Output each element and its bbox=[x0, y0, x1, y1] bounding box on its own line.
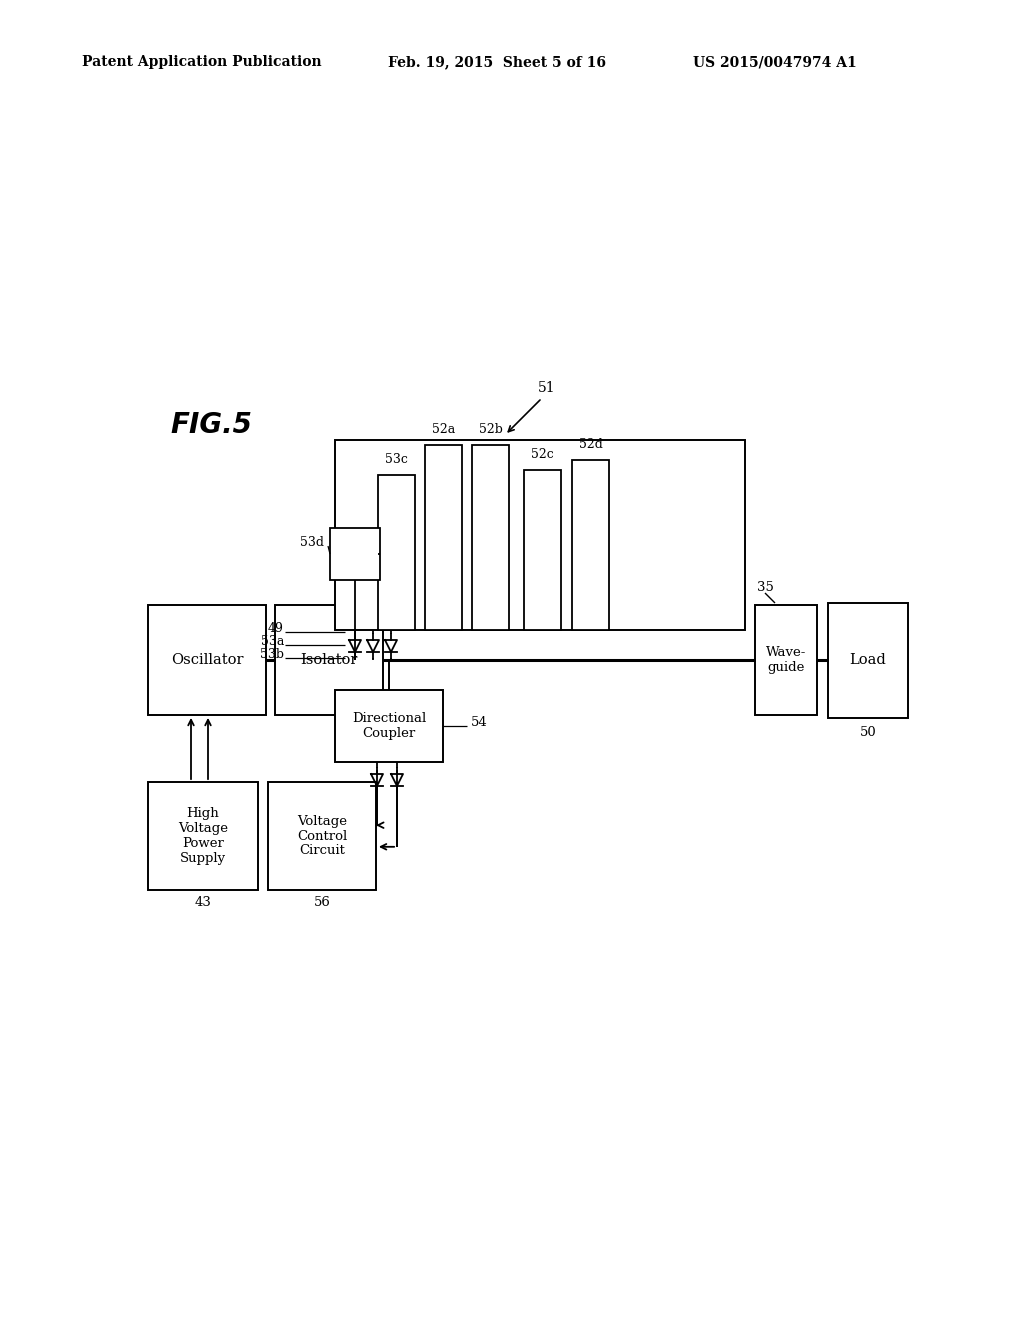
Bar bbox=[335, 690, 443, 762]
Bar bbox=[148, 781, 258, 890]
Text: Wave-
guide: Wave- guide bbox=[766, 645, 806, 675]
Text: US 2015/0047974 A1: US 2015/0047974 A1 bbox=[693, 55, 857, 69]
Text: 52b: 52b bbox=[478, 422, 503, 436]
Text: 51: 51 bbox=[539, 381, 556, 395]
Text: 49: 49 bbox=[268, 622, 284, 635]
Bar bbox=[378, 475, 415, 630]
Text: 56: 56 bbox=[313, 896, 331, 909]
Text: Voltage
Control
Circuit: Voltage Control Circuit bbox=[297, 814, 347, 858]
Bar bbox=[828, 602, 908, 718]
Text: Load: Load bbox=[850, 653, 887, 667]
Bar bbox=[275, 605, 383, 715]
Text: 52d: 52d bbox=[579, 438, 602, 451]
Text: 52c: 52c bbox=[531, 447, 554, 461]
Text: Patent Application Publication: Patent Application Publication bbox=[82, 55, 322, 69]
Text: Oscillator: Oscillator bbox=[171, 653, 244, 667]
Bar bbox=[330, 528, 380, 579]
Text: 53c: 53c bbox=[385, 453, 408, 466]
Text: 52a: 52a bbox=[432, 422, 455, 436]
Bar bbox=[268, 781, 376, 890]
Text: 35: 35 bbox=[757, 581, 774, 594]
Text: High
Voltage
Power
Supply: High Voltage Power Supply bbox=[178, 807, 228, 865]
Bar bbox=[755, 605, 817, 715]
Bar bbox=[472, 445, 509, 630]
Text: 54: 54 bbox=[471, 715, 487, 729]
Text: 53a: 53a bbox=[261, 635, 284, 648]
Bar bbox=[524, 470, 561, 630]
Text: Feb. 19, 2015  Sheet 5 of 16: Feb. 19, 2015 Sheet 5 of 16 bbox=[388, 55, 606, 69]
Bar bbox=[572, 459, 609, 630]
Text: Isolator: Isolator bbox=[300, 653, 357, 667]
Text: 43: 43 bbox=[195, 896, 211, 909]
Text: Directional
Coupler: Directional Coupler bbox=[352, 711, 426, 741]
Text: FIG.5: FIG.5 bbox=[170, 411, 252, 440]
Text: 53d: 53d bbox=[300, 536, 324, 549]
Text: 50: 50 bbox=[859, 726, 877, 738]
Bar bbox=[148, 605, 266, 715]
Text: 53b: 53b bbox=[260, 648, 284, 661]
Bar bbox=[335, 440, 745, 630]
Bar bbox=[425, 445, 462, 630]
